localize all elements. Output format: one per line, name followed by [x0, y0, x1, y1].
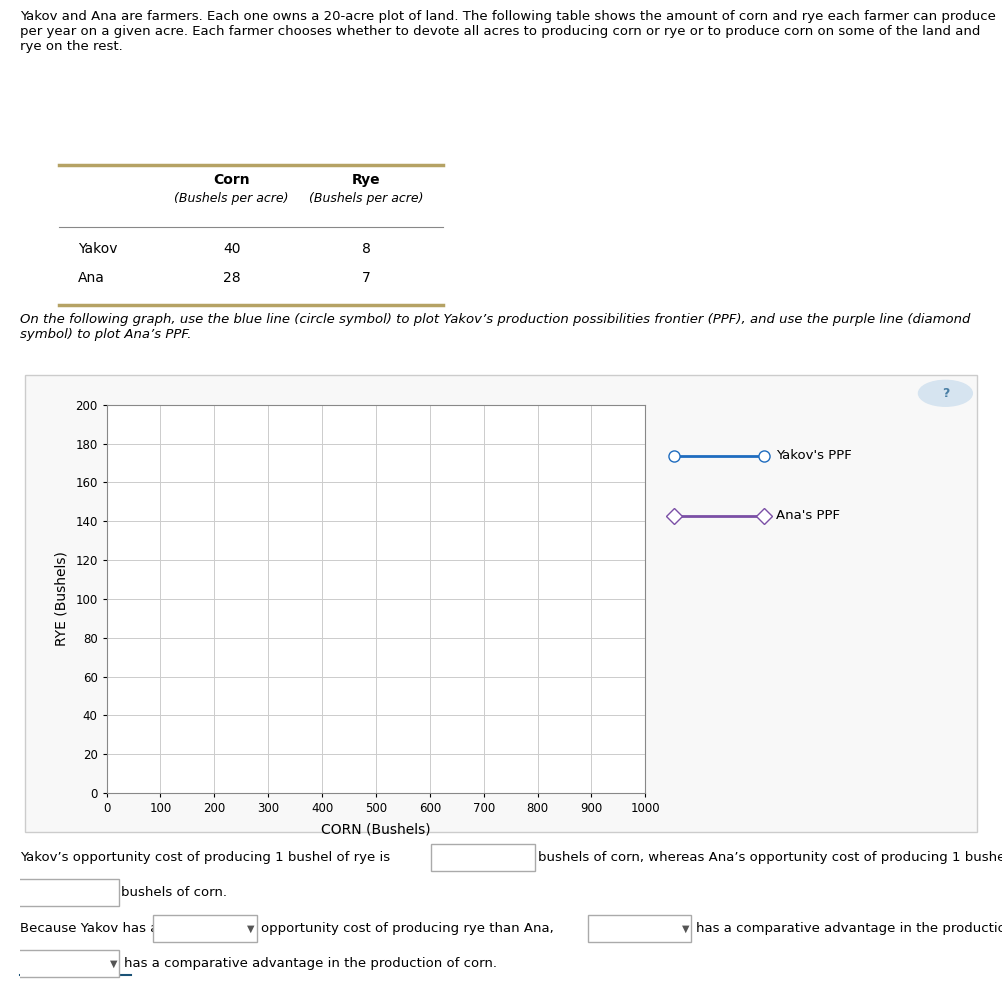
- Text: 28: 28: [222, 271, 240, 285]
- Text: ?: ?: [942, 386, 949, 399]
- Text: bushels of corn, whereas Ana’s opportunity cost of producing 1 bushel of rye is: bushels of corn, whereas Ana’s opportuni…: [537, 851, 1002, 864]
- Text: Rye: Rye: [352, 173, 381, 187]
- Text: Corn: Corn: [213, 173, 249, 187]
- FancyBboxPatch shape: [15, 950, 119, 977]
- Text: 40: 40: [222, 242, 240, 256]
- Text: Yakov and Ana are farmers. Each one owns a 20-acre plot of land. The following t: Yakov and Ana are farmers. Each one owns…: [20, 10, 996, 53]
- Text: 7: 7: [362, 271, 371, 285]
- Text: ▼: ▼: [247, 923, 255, 933]
- Text: has a comparative advantage in the production of corn.: has a comparative advantage in the produ…: [124, 957, 497, 970]
- Text: opportunity cost of producing rye than Ana,: opportunity cost of producing rye than A…: [262, 922, 554, 935]
- Text: Ana's PPF: Ana's PPF: [777, 509, 841, 522]
- FancyBboxPatch shape: [431, 844, 535, 871]
- Text: Yakov's PPF: Yakov's PPF: [777, 449, 852, 462]
- Text: 8: 8: [362, 242, 371, 256]
- Y-axis label: RYE (Bushels): RYE (Bushels): [54, 552, 68, 646]
- FancyBboxPatch shape: [587, 915, 691, 942]
- Text: On the following graph, use the blue line (circle symbol) to plot Yakov’s produc: On the following graph, use the blue lin…: [20, 313, 970, 341]
- Text: Because Yakov has a: Because Yakov has a: [20, 922, 158, 935]
- X-axis label: CORN (Bushels): CORN (Bushels): [321, 822, 431, 836]
- FancyBboxPatch shape: [152, 915, 257, 942]
- Text: (Bushels per acre): (Bushels per acre): [309, 191, 424, 204]
- Text: ▼: ▼: [109, 958, 117, 968]
- Text: ▼: ▼: [681, 923, 689, 933]
- Text: Yakov’s opportunity cost of producing 1 bushel of rye is: Yakov’s opportunity cost of producing 1 …: [20, 851, 390, 864]
- Text: bushels of corn.: bushels of corn.: [121, 885, 227, 898]
- Text: has a comparative advantage in the production of rye, and: has a comparative advantage in the produ…: [696, 922, 1002, 935]
- Text: Ana: Ana: [78, 271, 104, 285]
- Text: (Bushels per acre): (Bushels per acre): [174, 191, 289, 204]
- FancyBboxPatch shape: [15, 878, 119, 905]
- Circle shape: [919, 380, 972, 406]
- FancyBboxPatch shape: [25, 374, 977, 833]
- Text: Yakov: Yakov: [78, 242, 117, 256]
